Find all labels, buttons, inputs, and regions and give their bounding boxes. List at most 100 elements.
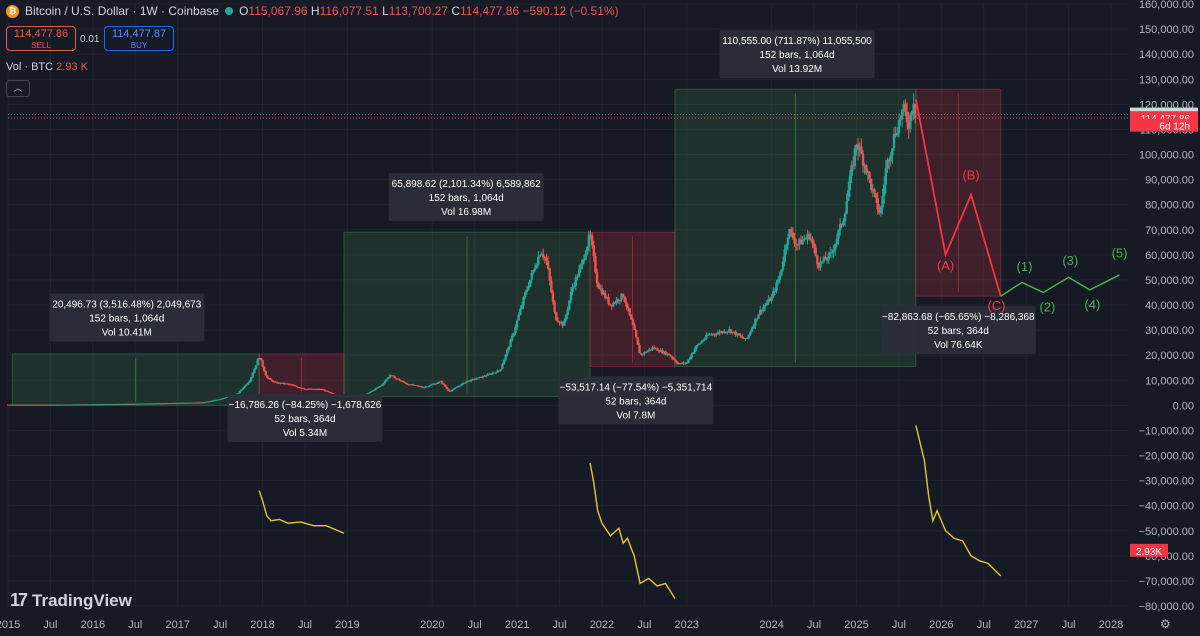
candle-body (147, 403, 150, 405)
candle-body (311, 388, 315, 390)
candle-body (496, 370, 499, 373)
candle-body (11, 404, 15, 406)
candle-body (703, 338, 706, 341)
candle-body (641, 354, 644, 356)
candle-body (891, 148, 894, 156)
collapse-legend-button[interactable]: ︿ (6, 80, 30, 97)
volume-header[interactable]: Vol · BTC 2.93 K (6, 61, 88, 73)
candle-body (457, 386, 460, 388)
candle-body (313, 389, 316, 391)
candle-body (799, 239, 803, 245)
candle-body (734, 331, 737, 336)
candle-body (486, 374, 489, 376)
candle-body (540, 253, 543, 256)
candle-body (413, 384, 416, 386)
candle-body (509, 339, 512, 348)
measure-label-text: 152 bars, 1,064d (760, 50, 835, 61)
time-tick-label: 2027 (1014, 619, 1038, 631)
time-tick-label: 2018 (250, 619, 274, 631)
candle-body (163, 403, 166, 405)
symbol-title[interactable]: Bitcoin / U.S. Dollar · 1W · Coinbase (25, 4, 220, 18)
candle-body (852, 165, 855, 167)
candle-body (745, 337, 749, 339)
measure-label-text: Vol 5.34M (283, 428, 327, 439)
candle-body (829, 252, 832, 254)
candle-body (150, 403, 153, 405)
wave-label: (C) (987, 298, 1005, 313)
measure-label-box (880, 306, 1036, 355)
candle-body (847, 189, 850, 202)
candle-body (623, 296, 626, 303)
candle-body (54, 404, 57, 406)
candle-body (633, 325, 636, 331)
indicator-line (258, 490, 345, 534)
candle-body (742, 337, 746, 339)
candle-body (129, 403, 132, 405)
candle-body (166, 403, 170, 405)
close-label: C (451, 4, 460, 18)
candle-body (564, 315, 568, 321)
candle-body (713, 333, 716, 335)
candle-body (125, 403, 129, 405)
candle-body (432, 383, 436, 385)
candle-body (879, 207, 883, 214)
candle-body (218, 399, 222, 401)
wave-label: (3) (1062, 253, 1078, 268)
candle-body (711, 333, 715, 335)
buy-price: 114,477.87 (111, 28, 167, 40)
price-tick-label: 40,000.00 (1145, 300, 1194, 312)
candle-body (796, 244, 799, 246)
candle-body (217, 399, 220, 401)
candle-body (293, 385, 297, 387)
settings-gear-icon[interactable]: ⚙ (1160, 617, 1171, 631)
time-tick-label: Jul (468, 619, 482, 631)
candle-body (737, 333, 741, 336)
buy-button[interactable]: 114,477.87 BUY (104, 26, 174, 51)
candle-body (670, 356, 674, 359)
candle-body (321, 389, 325, 391)
candle-body (326, 390, 330, 392)
candle-body (32, 404, 36, 406)
candle-body (527, 286, 530, 290)
candle-body (902, 103, 906, 110)
price-tick-label: 160,000.00 (1139, 0, 1194, 11)
candle-body (23, 404, 26, 406)
candle-body (434, 383, 437, 385)
candle-body (107, 404, 111, 406)
candle-body (617, 299, 620, 301)
measure-label-box (49, 293, 205, 342)
candle-body (728, 329, 731, 332)
candle-body (599, 288, 602, 290)
candle-body (223, 397, 227, 399)
candle-body (794, 243, 798, 245)
candle-body (550, 280, 553, 293)
candle-body (160, 403, 163, 405)
candle-body (261, 360, 264, 367)
candle-body (34, 404, 37, 406)
wave-label: (2) (1039, 299, 1055, 314)
price-tick-label: −50,000.00 (1139, 526, 1194, 538)
price-tick-label: 80,000.00 (1145, 200, 1194, 212)
candle-body (96, 404, 99, 406)
candle-body (259, 357, 263, 361)
candle-body (462, 382, 465, 384)
candle-body (88, 404, 91, 406)
candle-body (612, 302, 615, 307)
price-axis-bg (1128, 0, 1200, 636)
candle-body (514, 327, 517, 334)
price-tick-label: 150,000.00 (1139, 24, 1194, 36)
candle-body (148, 403, 152, 405)
sell-button[interactable]: 114,477.86 SELL (6, 26, 76, 51)
symbol-header: ₿ Bitcoin / U.S. Dollar · 1W · Coinbase … (6, 4, 619, 18)
candle-body (324, 390, 328, 392)
candle-body (744, 338, 747, 340)
candle-body (853, 148, 857, 166)
candle-body (298, 387, 302, 389)
candle-body (489, 373, 493, 375)
candle-body (165, 403, 168, 405)
candle-body (8, 404, 11, 406)
candle-body (271, 379, 274, 382)
candle-body (302, 388, 305, 390)
candle-body (576, 276, 579, 278)
